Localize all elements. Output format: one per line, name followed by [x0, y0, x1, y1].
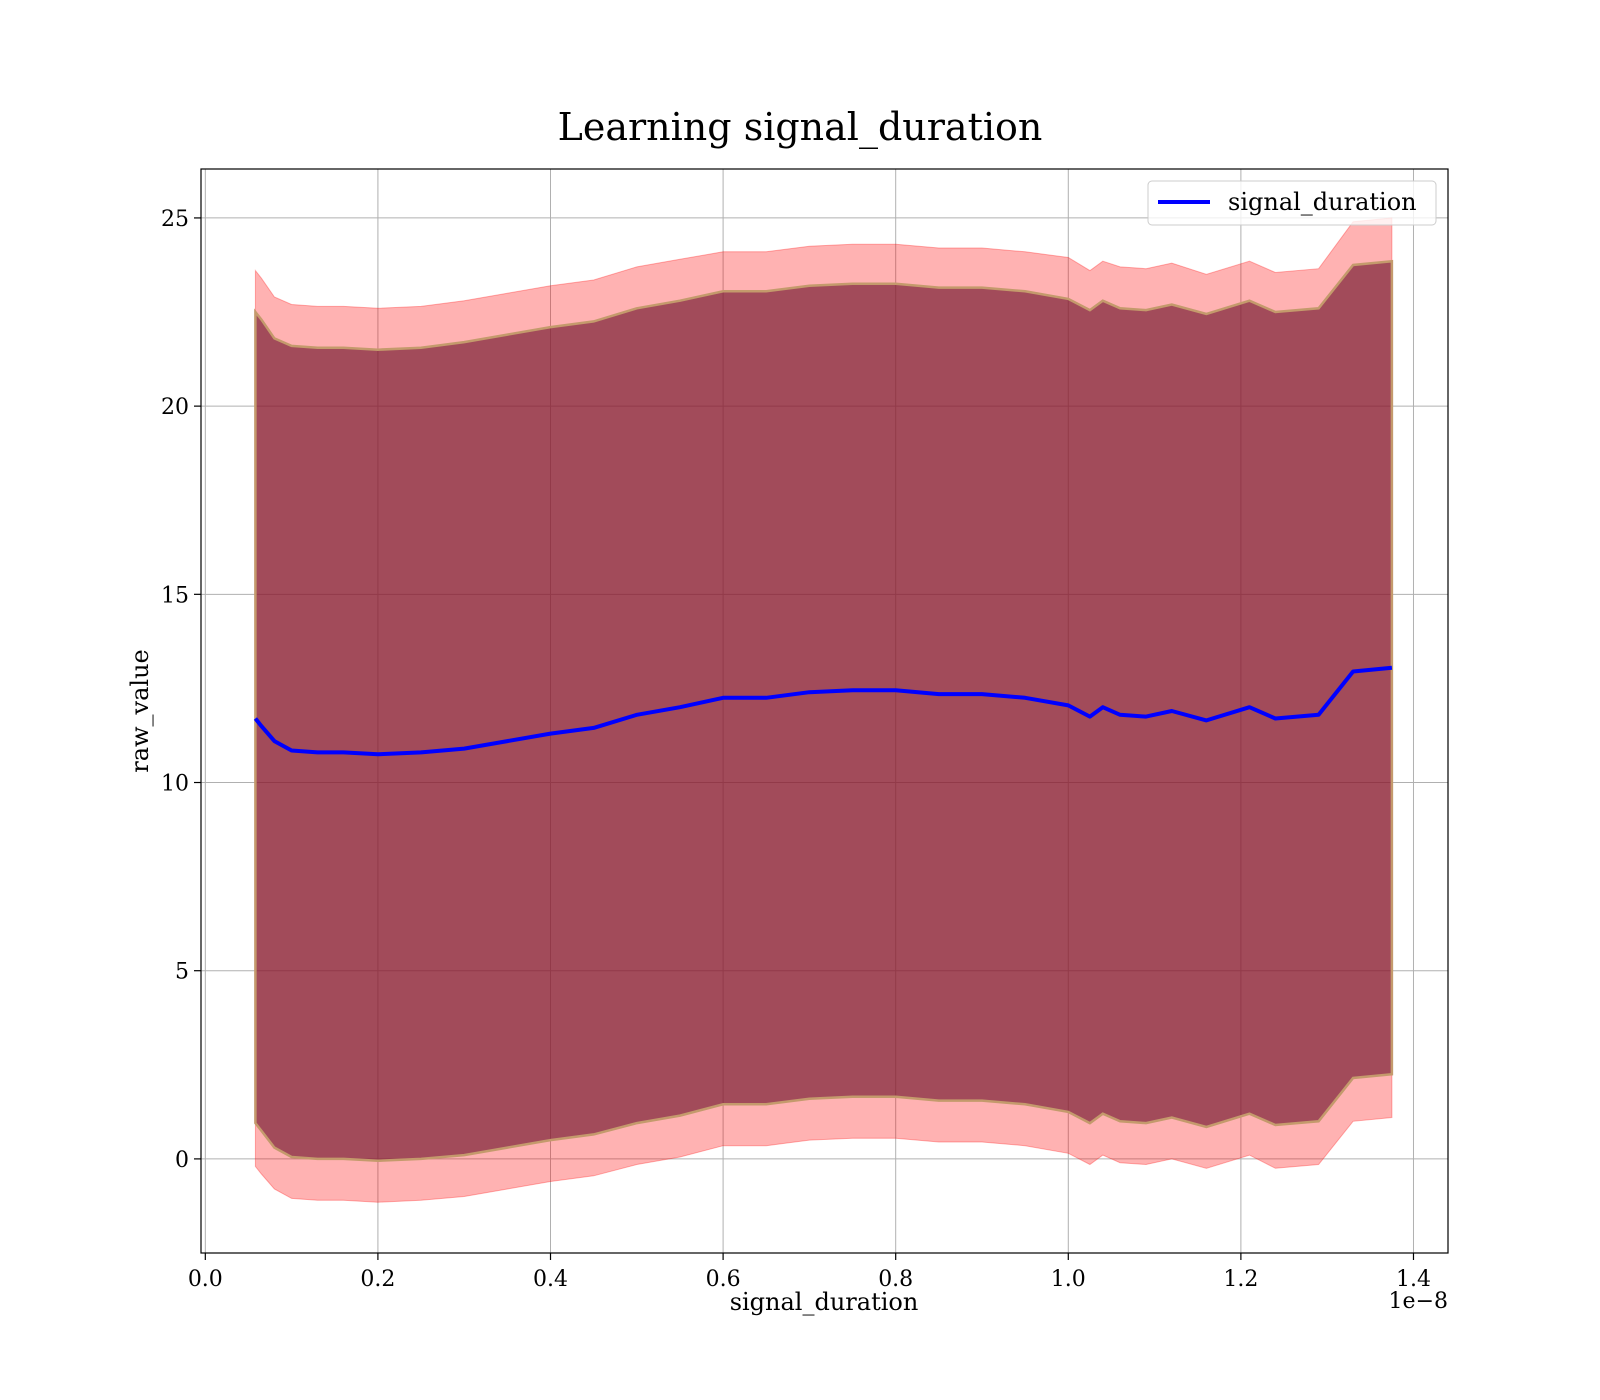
x-tick-label-4: 0.8 [878, 1267, 913, 1292]
x-axis-ticks: 0.0 0.2 0.4 0.6 0.8 1.0 1.2 1.4 [188, 1253, 1431, 1292]
y-tick-label-3: 15 [161, 583, 189, 608]
legend: signal_duration [1147, 180, 1437, 226]
y-axis-label: raw_value [126, 649, 154, 773]
x-tick-label-1: 0.2 [360, 1267, 395, 1292]
confidence-bands [254, 217, 1394, 1203]
y-tick-label-1: 5 [175, 960, 189, 985]
y-tick-label-0: 0 [175, 1148, 189, 1173]
inner-band [254, 259, 1394, 1163]
plot-frame [200, 168, 1449, 1254]
y-tick-label-2: 10 [161, 772, 189, 797]
x-tick-label-0: 0.0 [188, 1267, 223, 1292]
series-lines [253, 665, 1393, 757]
x-tick-label-6: 1.2 [1223, 1267, 1258, 1292]
x-tick-label-5: 1.0 [1051, 1267, 1086, 1292]
series-line-0 [253, 665, 1393, 757]
x-axis-label: signal_duration [730, 1288, 919, 1316]
chart-title: Learning signal_duration [558, 105, 1043, 150]
y-tick-label-4: 20 [161, 395, 189, 420]
x-tick-label-7: 1.4 [1396, 1267, 1431, 1292]
x-tick-label-2: 0.4 [533, 1267, 568, 1292]
x-tick-label-3: 0.6 [706, 1267, 741, 1292]
y-axis-ticks: 0 5 10 15 20 25 [161, 207, 201, 1173]
legend-box [1147, 180, 1437, 226]
legend-label-signal-duration: signal_duration [1228, 188, 1417, 216]
y-tick-label-5: 25 [161, 207, 189, 232]
x-axis-offset-label: 1e−8 [1389, 1289, 1448, 1314]
